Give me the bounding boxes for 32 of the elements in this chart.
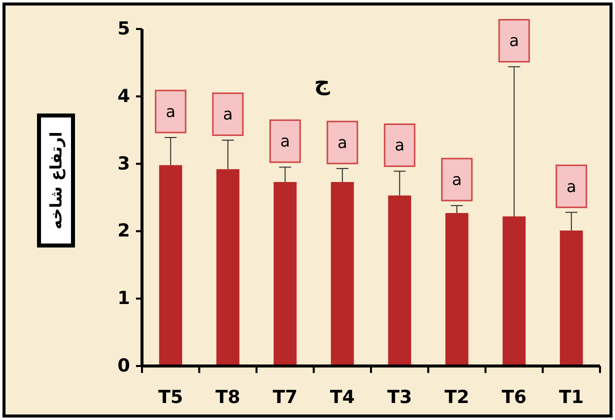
annotation: a [509,31,520,50]
x-tick-label: T3 [387,387,412,408]
annotation: a [566,176,576,196]
y-tick-label: 0 [117,356,130,376]
annotation: a [222,104,233,124]
y-tick-label: 2 [117,220,130,242]
bar [560,230,583,366]
x-tick-label: T5 [158,387,184,408]
y-tick-label: 3 [117,153,130,174]
x-tick-label: T1 [558,387,584,408]
y-tick-label: 5 [117,18,130,40]
annotation: a [337,133,348,152]
bar [445,213,468,366]
x-tick-label: T2 [444,387,470,408]
bar [502,216,526,366]
bar [159,165,182,366]
annotation: a [394,136,405,155]
x-tick-label: T4 [330,387,355,408]
bar [216,169,240,366]
annotation: a [452,170,462,190]
y-tick-label: 4 [117,86,130,107]
x-tick-label: T8 [215,387,240,408]
x-tick-label: T7 [272,387,298,408]
bar [388,195,412,366]
y-tick-label: 1 [117,288,130,310]
bar [274,182,297,366]
annotation: a [280,132,290,151]
x-tick-label: T6 [502,387,527,408]
text: ج [314,71,330,96]
annotation: a [166,102,176,122]
bar [330,182,354,366]
y-axis-title: ارتفاع شاخه [46,132,66,230]
